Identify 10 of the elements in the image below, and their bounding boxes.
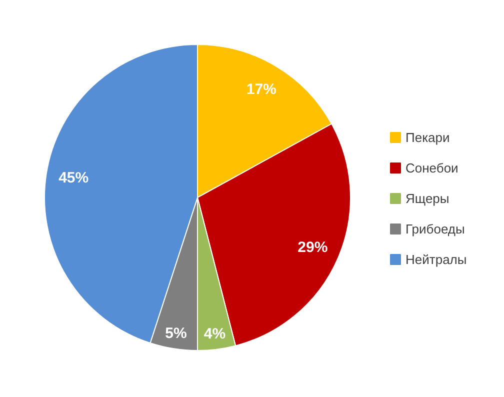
data-label: 45%: [58, 169, 89, 186]
legend-label: Грибоеды: [406, 222, 465, 236]
legend-label: Пекари: [406, 130, 450, 145]
data-label: 5%: [165, 325, 187, 342]
legend-label: Нейтралы: [406, 252, 467, 267]
data-label: 17%: [246, 81, 276, 98]
legend-label: Ящеры: [406, 191, 450, 206]
data-label: 4%: [204, 326, 226, 343]
data-label: 29%: [298, 238, 328, 256]
legend-label: Сонебои: [406, 160, 458, 176]
